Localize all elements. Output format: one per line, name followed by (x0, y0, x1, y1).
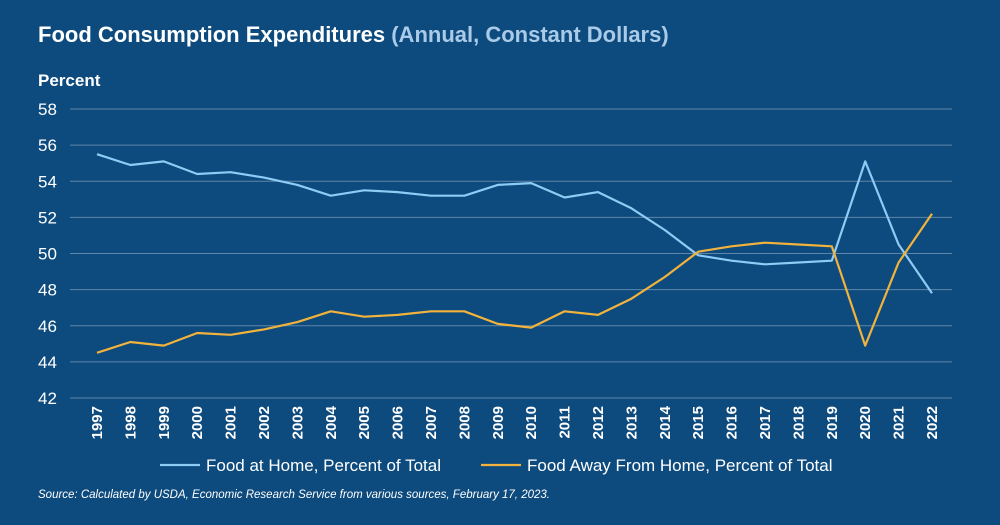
y-axis-label: Percent (38, 71, 101, 90)
x-tick-label: 2019 (824, 406, 841, 439)
y-tick-label: 54 (38, 172, 57, 191)
y-tick-label: 44 (38, 353, 57, 372)
x-tick-label: 2022 (924, 406, 941, 439)
x-tick-label: 2008 (456, 406, 473, 439)
y-tick-label: 58 (38, 100, 57, 119)
chart-title: Food Consumption Expenditures (Annual, C… (38, 22, 669, 48)
y-axis-ticks: 42 44 46 48 50 52 54 56 58 (38, 100, 57, 408)
x-tick-label: 2005 (356, 406, 373, 439)
x-tick-label: 2002 (256, 406, 273, 439)
x-tick-label: 1998 (122, 406, 139, 439)
x-tick-label: 2014 (657, 405, 674, 439)
x-axis-ticks: 1997 1998 1999 2000 2001 2002 2003 2004 2005 2006… (89, 405, 941, 439)
x-tick-label: 2015 (690, 406, 707, 439)
x-tick-label: 2011 (557, 406, 574, 439)
x-tick-label: 2010 (523, 406, 540, 439)
series-lines (96, 153, 933, 354)
x-tick-label: 2018 (790, 406, 807, 439)
y-tick-label: 50 (38, 245, 57, 264)
title-text: Food Consumption Expenditures (38, 22, 386, 47)
grid-lines (70, 108, 952, 399)
x-tick-label: 2017 (757, 406, 774, 439)
x-tick-label: 2012 (590, 406, 607, 439)
x-tick-label: 2000 (189, 406, 206, 439)
series-line-food-at-home (96, 153, 933, 294)
legend-label-away: Food Away From Home, Percent of Total (527, 456, 833, 475)
source-note: Source: Calculated by USDA, Economic Res… (38, 489, 550, 501)
x-tick-label: 2016 (724, 406, 741, 439)
x-tick-label: 2001 (223, 406, 240, 439)
x-tick-label: 2004 (323, 405, 340, 439)
legend-label-home: Food at Home, Percent of Total (206, 456, 441, 475)
x-tick-label: 1997 (89, 406, 106, 439)
y-tick-label: 56 (38, 136, 57, 155)
x-tick-label: 2021 (891, 406, 908, 439)
x-tick-label: 2003 (289, 406, 306, 439)
x-tick-label: 2007 (423, 406, 440, 439)
x-tick-label: 1999 (156, 406, 173, 439)
y-tick-label: 52 (38, 208, 57, 227)
y-tick-label: 42 (38, 389, 57, 408)
x-tick-label: 2006 (390, 406, 407, 439)
y-tick-label: 46 (38, 317, 57, 336)
x-tick-label: 2020 (857, 406, 874, 439)
subtitle-text: (Annual, Constant Dollars) (391, 22, 669, 47)
y-tick-label: 48 (38, 281, 57, 300)
legend: Food at Home, Percent of Total Food Away… (160, 456, 833, 475)
x-tick-label: 2013 (623, 406, 640, 439)
series-line-food-away-from-home (96, 213, 933, 354)
x-tick-label: 2009 (490, 406, 507, 439)
